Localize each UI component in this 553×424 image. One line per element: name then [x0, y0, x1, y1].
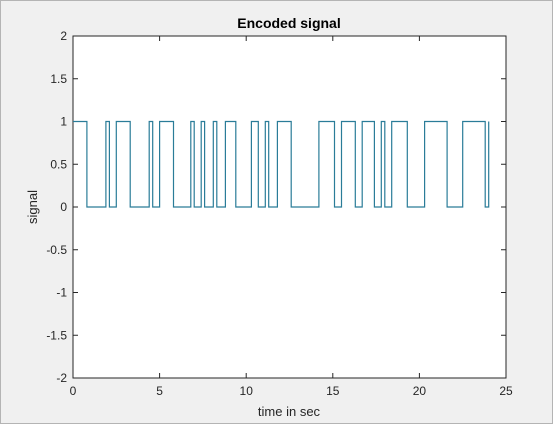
- y-tick-label: -1: [56, 286, 67, 300]
- chart-title: Encoded signal: [237, 15, 340, 31]
- y-tick-label: 1: [60, 115, 67, 129]
- y-axis-label: signal: [25, 190, 40, 224]
- y-tick-label: -0.5: [46, 243, 67, 257]
- x-tick-label: 10: [240, 384, 254, 398]
- y-tick-label: 2: [60, 29, 67, 43]
- y-tick-label: 1.5: [50, 72, 67, 86]
- y-tick-label: -2: [56, 371, 67, 385]
- y-tick-label: 0: [60, 200, 67, 214]
- x-tick-label: 0: [70, 384, 77, 398]
- x-tick-label: 5: [156, 384, 163, 398]
- y-tick-label: -1.5: [46, 328, 67, 342]
- y-tick-label: 0.5: [50, 157, 67, 171]
- x-tick-label: 15: [326, 384, 340, 398]
- x-axis-label: time in sec: [258, 404, 321, 419]
- x-tick-label: 20: [413, 384, 427, 398]
- x-tick-label: 25: [499, 384, 513, 398]
